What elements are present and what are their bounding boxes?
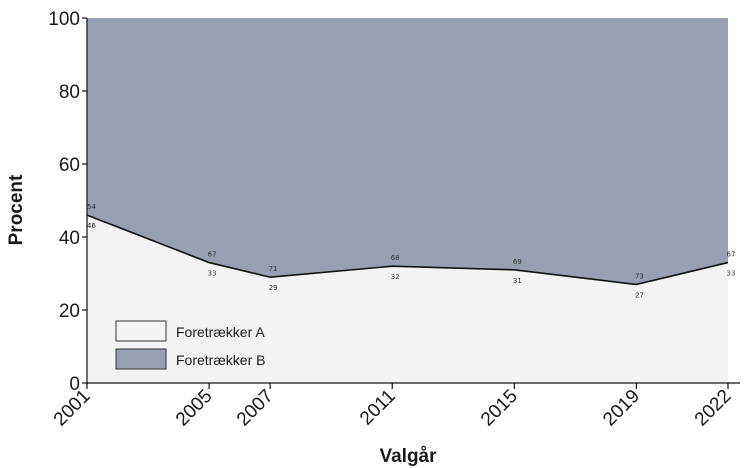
legend-label: Foretrækker B (176, 352, 265, 368)
data-label-b: 67 (727, 251, 736, 259)
x-tick-label: 2015 (477, 386, 522, 431)
data-label-a: 33 (727, 270, 736, 278)
data-label-a: 46 (87, 222, 96, 230)
data-label-b: 54 (87, 203, 96, 211)
data-label-a: 33 (208, 270, 217, 278)
data-label-b: 68 (391, 254, 400, 262)
data-label-a: 29 (269, 284, 278, 292)
y-axis-title: Procent (6, 174, 27, 245)
data-label-a: 31 (513, 277, 522, 285)
legend-swatch (116, 349, 166, 369)
data-label-a: 32 (391, 273, 400, 281)
x-tick-label: 2001 (50, 386, 95, 431)
data-label-a: 27 (635, 291, 644, 299)
data-label-b: 73 (635, 272, 644, 280)
series-area-b (87, 18, 728, 284)
y-tick-label: 80 (59, 82, 80, 103)
x-tick-label: 2019 (599, 386, 644, 431)
x-tick-label: 2007 (233, 386, 278, 431)
y-tick-label: 100 (48, 9, 80, 30)
data-label-b: 67 (208, 251, 217, 259)
y-tick-label: 20 (59, 301, 80, 322)
data-label-b: 69 (513, 258, 522, 266)
legend-label: Foretrækker A (176, 324, 265, 340)
y-tick-label: 60 (59, 155, 80, 176)
y-tick-label: 40 (59, 228, 80, 249)
x-tick-label: 2011 (356, 386, 400, 430)
x-axis-title: Valgår (379, 446, 437, 467)
x-tick-label: 2005 (172, 386, 217, 431)
x-tick-label: 2022 (691, 386, 736, 431)
legend-swatch (116, 321, 166, 341)
data-label-b: 71 (269, 265, 278, 273)
